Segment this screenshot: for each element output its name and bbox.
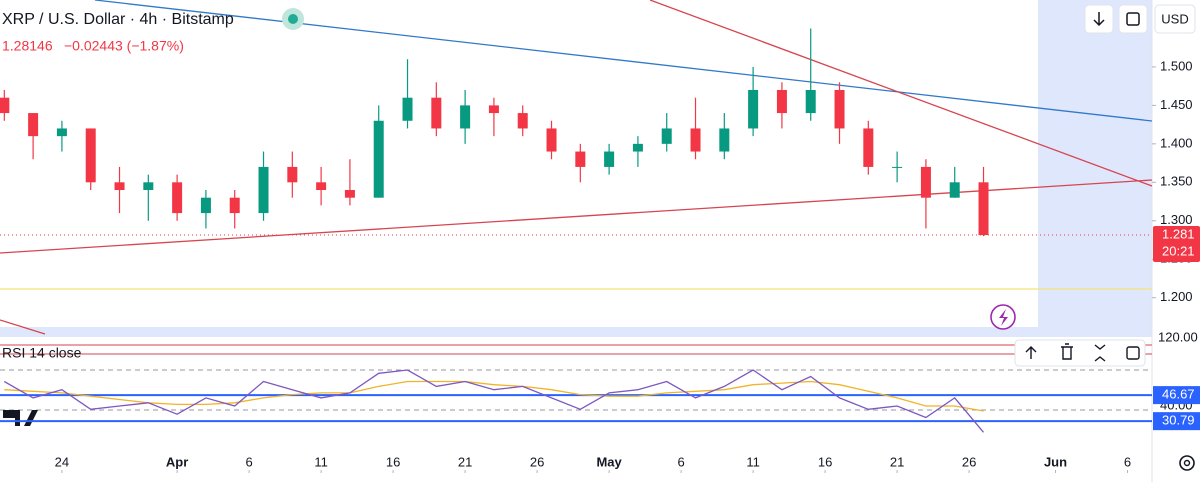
trend-line bbox=[0, 179, 1153, 254]
countdown: 20:21 bbox=[1162, 243, 1195, 258]
candle-body bbox=[28, 113, 39, 137]
x-tick-label: May bbox=[596, 454, 622, 469]
candle-body bbox=[748, 90, 759, 129]
x-tick-label: 6 bbox=[246, 454, 253, 469]
x-tick-label: 26 bbox=[962, 454, 976, 469]
x-tick-label: 16 bbox=[818, 454, 832, 469]
rsi-line bbox=[3, 369, 984, 433]
y-tick-label: 1.300 bbox=[1160, 212, 1193, 227]
lightning-icon[interactable] bbox=[990, 304, 1016, 330]
x-tick-label: 11 bbox=[746, 454, 760, 469]
button-bar bbox=[1014, 339, 1146, 367]
x-tick-label: 24 bbox=[55, 454, 69, 469]
candle-body bbox=[604, 151, 615, 167]
collapse-button[interactable] bbox=[1094, 344, 1106, 362]
currency-label[interactable]: USD bbox=[1161, 11, 1188, 26]
symbol-title: XRP / U.S. Dollar · 4h · Bitstamp bbox=[2, 11, 234, 28]
marks bbox=[0, 28, 989, 237]
currency-button[interactable]: USD bbox=[1154, 4, 1196, 34]
candle-body bbox=[863, 128, 874, 167]
last-price: 1.28146 bbox=[2, 38, 53, 54]
rsi-title: RSI 14 close bbox=[2, 345, 82, 361]
x-tick-label: 6 bbox=[1124, 454, 1131, 469]
candle-body bbox=[517, 113, 528, 129]
trend-line bbox=[94, 0, 1153, 122]
delete-button[interactable] bbox=[1061, 343, 1073, 360]
candle-body bbox=[114, 182, 125, 190]
settings-button[interactable] bbox=[1179, 455, 1195, 471]
rsi-level-box bbox=[1153, 412, 1200, 431]
rsi-level-label: 30.79 bbox=[1162, 413, 1195, 428]
x-tick-label: 6 bbox=[678, 454, 685, 469]
candle-body bbox=[690, 128, 701, 152]
candle-body bbox=[258, 166, 269, 214]
trend-line bbox=[649, 0, 1153, 187]
y-tick-label: 1.500 bbox=[1160, 58, 1193, 73]
x-tick-label: 21 bbox=[890, 454, 904, 469]
trend-line bbox=[0, 319, 46, 335]
price-label-box bbox=[1153, 226, 1200, 263]
rsi-pane-buttons bbox=[1014, 339, 1146, 367]
rsi-level-box bbox=[1153, 386, 1200, 405]
y-tick-label: 1.200 bbox=[1160, 289, 1193, 304]
x-tick-label: 21 bbox=[458, 454, 472, 469]
fullscreen-button[interactable] bbox=[1118, 4, 1148, 34]
candle-body bbox=[776, 90, 787, 114]
x-tick-label: 26 bbox=[530, 454, 544, 469]
candle-body bbox=[575, 151, 586, 167]
candle-body bbox=[85, 128, 96, 183]
candle-body bbox=[373, 120, 384, 198]
candle-body bbox=[431, 97, 442, 129]
y-tick-label: 1.450 bbox=[1160, 97, 1193, 112]
candle-body bbox=[402, 97, 413, 121]
x-tick-label: Jun bbox=[1044, 454, 1067, 469]
price-change: −0.02443 (−1.87%) bbox=[64, 38, 184, 54]
y-tick-label: 1.350 bbox=[1160, 174, 1193, 189]
candle-body bbox=[719, 128, 730, 152]
pane-separator bbox=[0, 327, 1152, 337]
candle-body bbox=[546, 128, 557, 152]
candle-body bbox=[949, 182, 960, 198]
candle-body bbox=[172, 182, 183, 214]
candle-body bbox=[892, 166, 903, 168]
x-tick-label: Apr bbox=[166, 454, 188, 469]
candle-body bbox=[287, 166, 298, 183]
candle-body bbox=[344, 190, 355, 198]
rsi-line bbox=[4, 380, 984, 412]
rsi-level-label: 46.67 bbox=[1162, 387, 1195, 402]
candle-body bbox=[805, 90, 816, 114]
candle-body bbox=[56, 128, 67, 137]
candle-body bbox=[229, 197, 240, 214]
status-dot bbox=[288, 14, 298, 24]
candle-body bbox=[661, 128, 672, 144]
candle-body bbox=[143, 182, 154, 190]
candle-body bbox=[978, 182, 989, 236]
candle-body bbox=[920, 166, 931, 198]
move-up-button[interactable] bbox=[1025, 346, 1037, 359]
candle-body bbox=[632, 143, 643, 152]
candle-body bbox=[460, 105, 471, 129]
price-label: 1.281 bbox=[1162, 226, 1195, 241]
candle-body bbox=[0, 97, 10, 114]
candle-body bbox=[316, 182, 327, 190]
x-tick-label: 16 bbox=[386, 454, 400, 469]
candle-body bbox=[488, 105, 499, 114]
maximize-button[interactable] bbox=[1126, 346, 1140, 360]
x-tick-label: 11 bbox=[314, 454, 328, 469]
candle-body bbox=[834, 90, 845, 129]
scroll-button[interactable] bbox=[1084, 4, 1114, 34]
rsi-axis-top-label: 120.00 bbox=[1158, 329, 1198, 344]
candle-body bbox=[200, 197, 211, 214]
y-tick-label: 1.400 bbox=[1160, 135, 1193, 150]
